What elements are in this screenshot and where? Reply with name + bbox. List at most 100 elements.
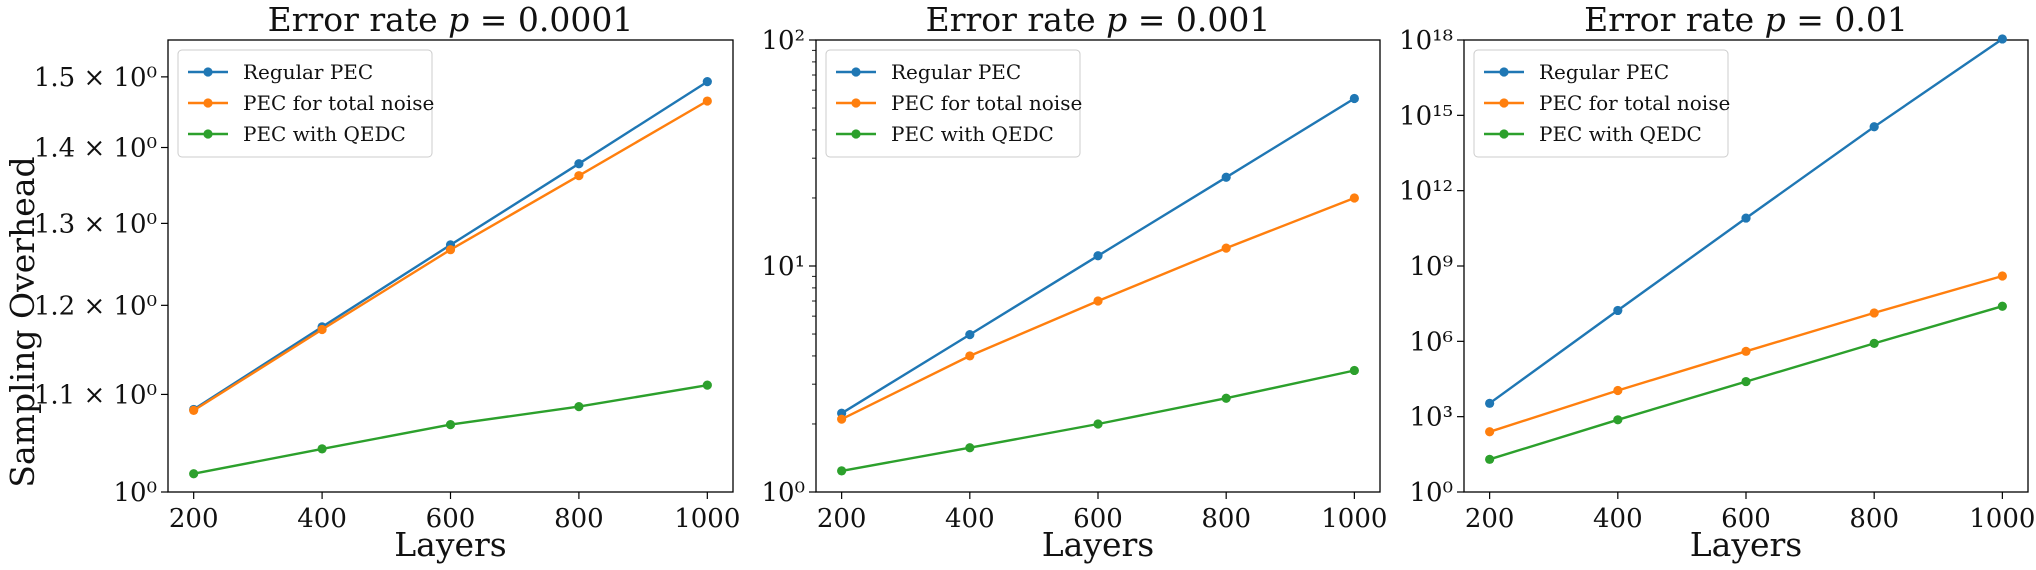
data-point	[1349, 365, 1359, 376]
y-tick-label: 1.2 × 10⁰	[34, 291, 157, 321]
series-line-3	[193, 384, 708, 475]
legend-label: PEC for total noise	[891, 91, 1082, 115]
x-tick-label: 400	[1593, 504, 1643, 534]
y-tick-label: 10¹⁵	[1399, 101, 1453, 131]
chart-panel-3: Error rate p = 0.01 200 400 600 800 1000 10⁰ 10…	[1399, 0, 2035, 564]
legend-label: PEC with QEDC	[243, 122, 406, 146]
data-point	[1741, 213, 1751, 223]
y-tick-label: 1.1 × 10⁰	[34, 380, 157, 410]
data-point	[1349, 93, 1359, 104]
data-point	[965, 443, 975, 453]
x-tick-label: 400	[945, 504, 995, 534]
y-tick-label: 10³	[1409, 403, 1453, 433]
x-tick-label: 200	[1465, 504, 1515, 534]
data-point	[1485, 454, 1495, 464]
data-point	[189, 405, 199, 415]
x-tick-label: 200	[817, 504, 867, 534]
x-tick-label: 1000	[1969, 504, 2035, 534]
data-point	[1221, 243, 1231, 253]
legend-label: Regular PEC	[243, 60, 373, 84]
data-point	[445, 420, 456, 430]
legend: Regular PEC PEC for total noise PEC with Q…	[825, 49, 1082, 158]
data-point	[445, 245, 456, 255]
data-point	[965, 351, 975, 361]
data-point	[1093, 296, 1103, 306]
data-point	[1613, 305, 1623, 316]
data-point	[1349, 193, 1359, 203]
legend-label: Regular PEC	[891, 60, 1021, 84]
legend-marker	[203, 67, 213, 77]
legend-marker	[1499, 67, 1509, 77]
y-tick-label: 1.5 × 10⁰	[34, 63, 157, 93]
y-tick-label: 10⁰	[1409, 478, 1453, 508]
y-tick-label: 10⁰	[113, 478, 157, 508]
data-point	[702, 77, 712, 87]
chart-panel-1: Error rate p = 0.0001 200 400 600 800 1000 10⁰…	[34, 0, 741, 564]
legend-marker	[851, 129, 861, 139]
y-tick-label: 10⁰	[761, 478, 805, 508]
legend-marker	[203, 129, 213, 139]
x-tick-label: 1000	[1321, 504, 1387, 534]
data-point	[837, 466, 847, 476]
x-tick-label: 200	[169, 504, 219, 534]
legend: Regular PEC PEC for total noise PEC with Q…	[177, 49, 434, 158]
data-point	[1741, 376, 1751, 387]
x-tick-label: 800	[1849, 504, 1899, 534]
x-tick-label: 400	[297, 504, 347, 534]
data-point	[1997, 34, 2007, 44]
y-tick-label: 10²	[761, 26, 805, 56]
data-point	[317, 444, 327, 454]
x-axis-label: Layers	[394, 525, 506, 564]
data-point	[574, 401, 584, 412]
data-point	[1869, 308, 1879, 318]
legend-box	[1473, 49, 1729, 158]
x-tick-label: 600	[426, 504, 476, 534]
data-point	[189, 469, 199, 479]
y-tick-label: 10¹²	[1399, 177, 1453, 207]
y-tick-label: 1.4 × 10⁰	[34, 134, 157, 164]
legend-box	[825, 49, 1081, 158]
data-point	[1997, 301, 2007, 311]
y-tick-label: 10⁹	[1409, 252, 1453, 282]
data-point	[574, 159, 584, 169]
data-point	[1613, 415, 1623, 425]
x-axis-label: Layers	[1042, 525, 1154, 564]
legend-marker	[1499, 98, 1509, 108]
legend-marker	[203, 98, 213, 108]
x-tick-label: 800	[554, 504, 604, 534]
x-axis-label: Layers	[1690, 525, 1802, 564]
legend-marker	[1499, 129, 1509, 139]
data-point	[1485, 398, 1495, 408]
legend-label: PEC with QEDC	[891, 122, 1054, 146]
x-tick-label: 600	[1073, 504, 1123, 534]
data-point	[1613, 385, 1623, 396]
data-point	[837, 414, 847, 424]
data-point	[574, 171, 584, 181]
legend-box	[177, 49, 433, 158]
chart-title: Error rate p = 0.0001	[268, 0, 634, 39]
data-point	[702, 96, 712, 106]
y-tick-label: 1.3 × 10⁰	[34, 209, 157, 239]
y-tick-label: 10⁶	[1409, 327, 1453, 357]
legend: Regular PEC PEC for total noise PEC with Q…	[1473, 49, 1730, 158]
data-point	[1997, 271, 2007, 281]
legend-label: PEC for total noise	[243, 91, 434, 115]
legend-label: Regular PEC	[1539, 60, 1669, 84]
legend-label: PEC for total noise	[1539, 91, 1730, 115]
x-tick-label: 800	[1201, 504, 1251, 534]
chart-panel-2: Error rate p = 0.001 200 400 600 800 1000 10⁰ 1…	[761, 0, 1387, 564]
data-point	[1093, 251, 1103, 261]
data-point	[1221, 393, 1231, 403]
data-point	[1093, 419, 1103, 429]
data-point	[1741, 346, 1751, 356]
legend-marker	[851, 67, 861, 77]
data-point	[1869, 338, 1879, 348]
legend-marker	[851, 98, 861, 108]
legend-label: PEC with QEDC	[1539, 122, 1702, 146]
y-tick-label: 10¹	[761, 252, 805, 282]
y-tick-label: 10¹⁸	[1399, 26, 1453, 56]
data-point	[1869, 122, 1879, 132]
chart-title: Error rate p = 0.01	[1584, 0, 1908, 39]
x-tick-label: 600	[1721, 504, 1771, 534]
